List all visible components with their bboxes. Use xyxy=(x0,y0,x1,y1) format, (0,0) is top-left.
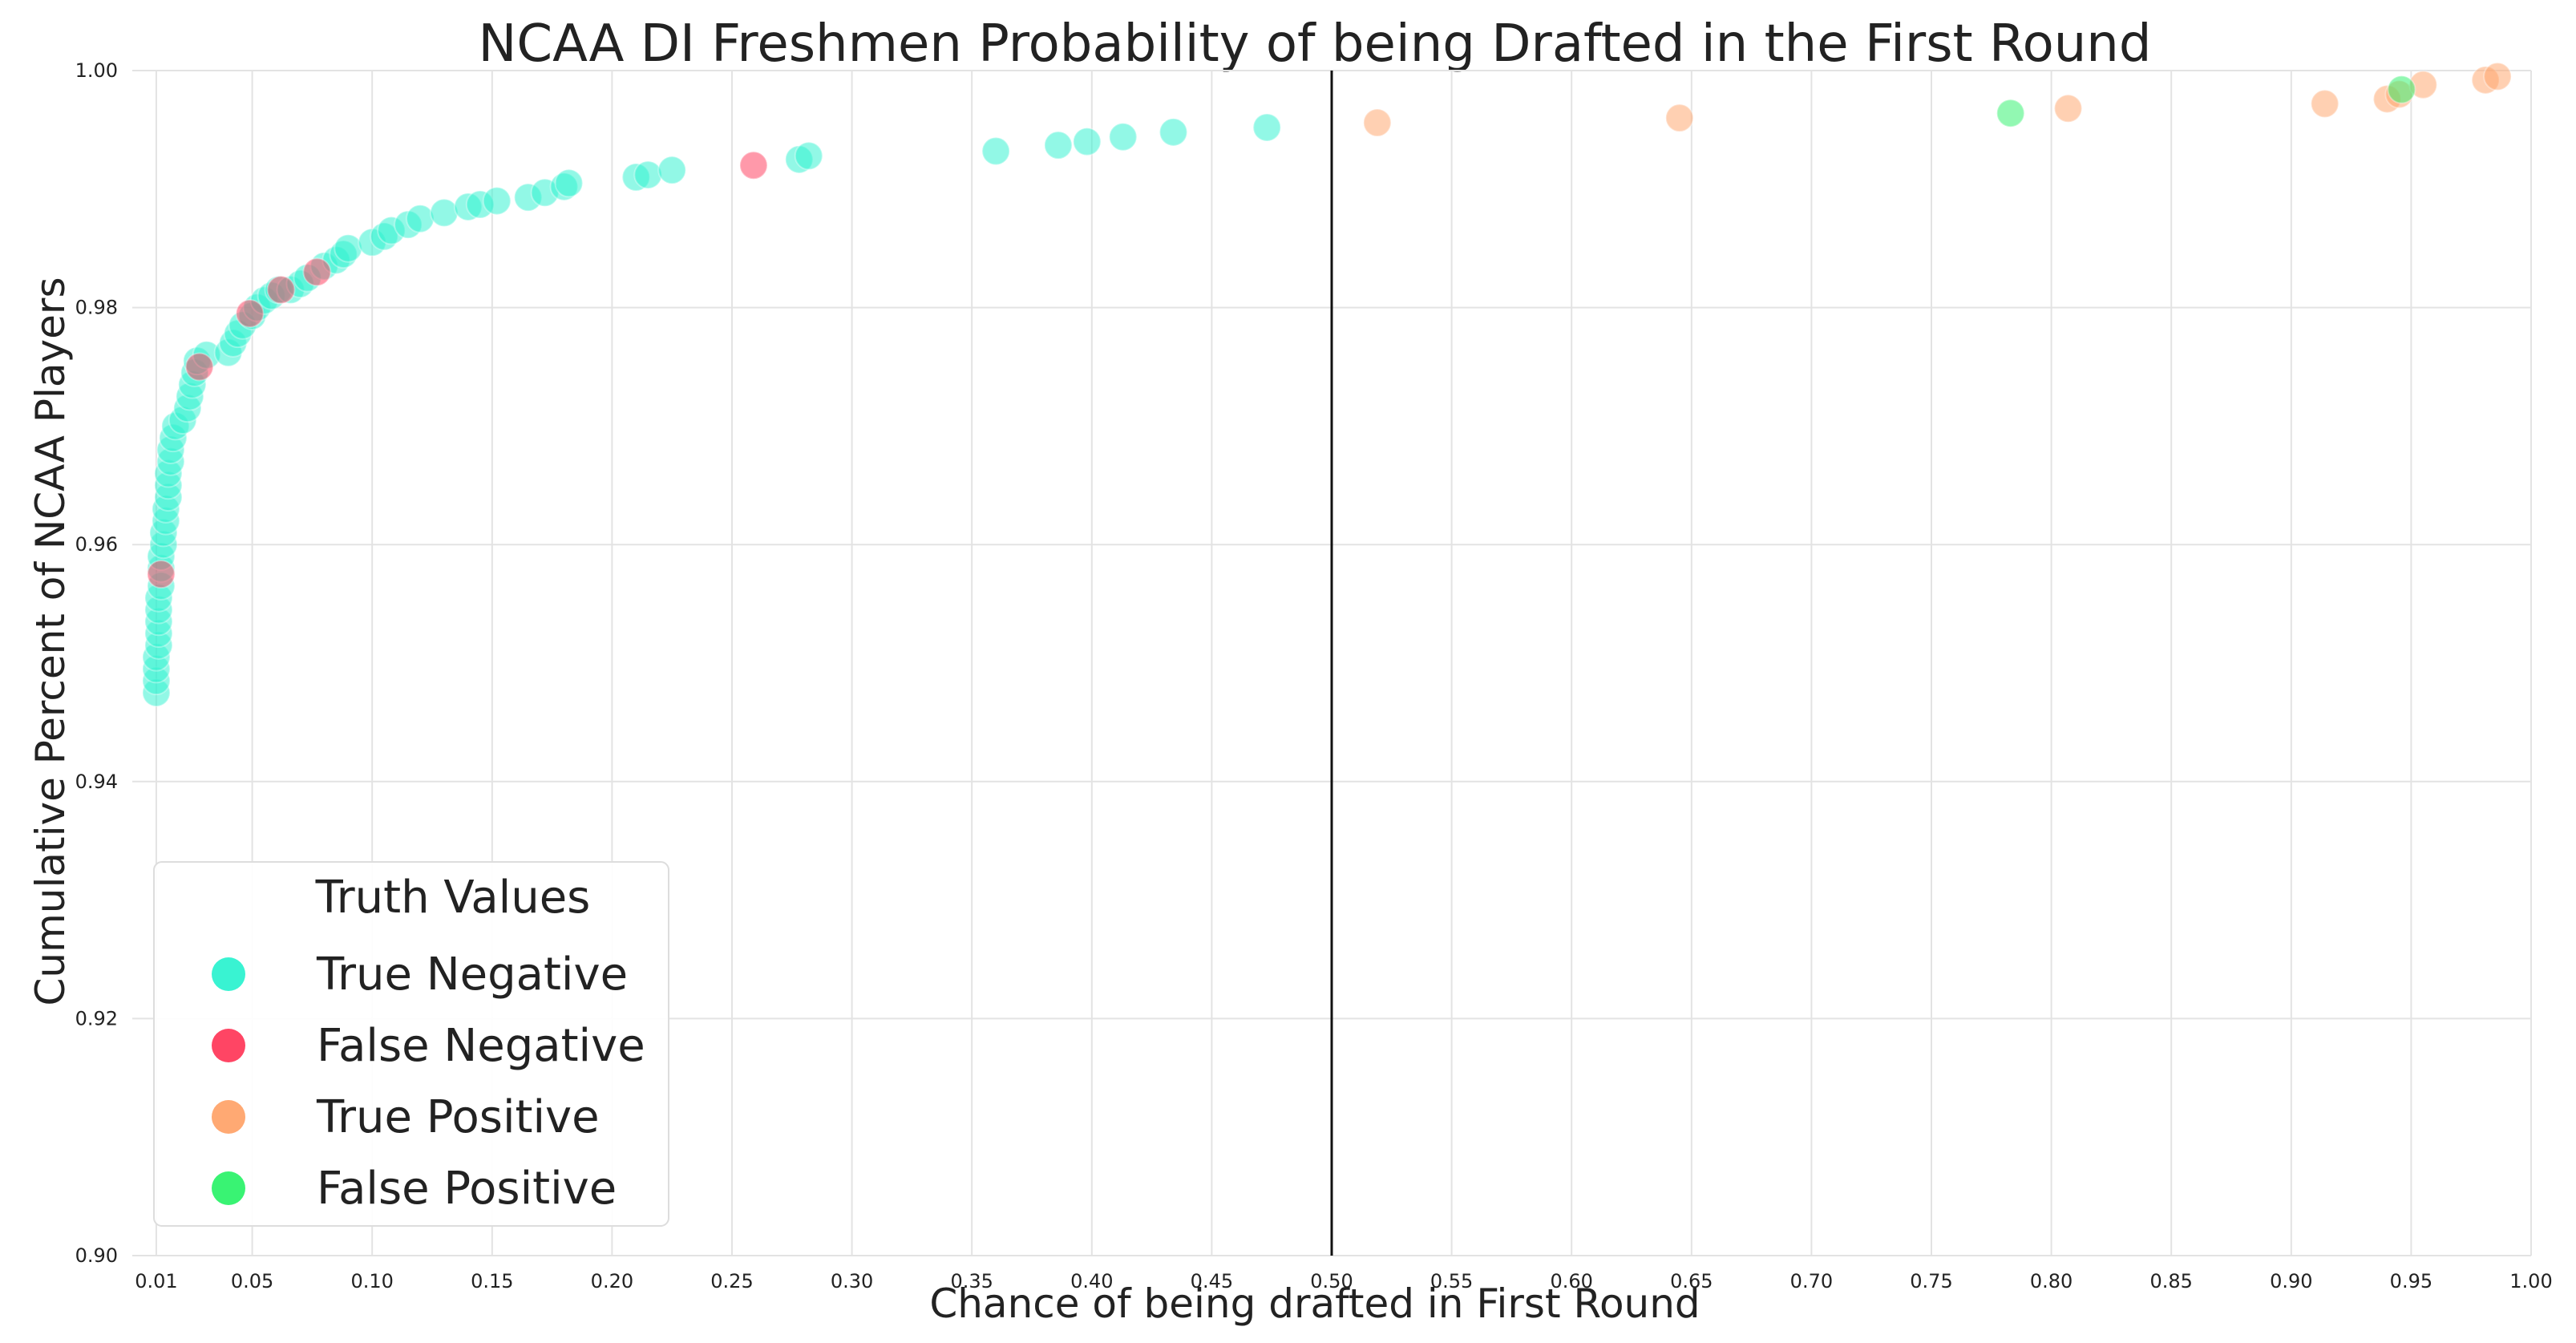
scatter-point xyxy=(2483,62,2513,91)
scatter-point xyxy=(1996,99,2025,128)
x-tick-label: 0.25 xyxy=(710,1270,753,1292)
x-tick-label: 0.05 xyxy=(231,1270,273,1292)
x-tick-label: 0.20 xyxy=(591,1270,633,1292)
scatter-point xyxy=(2310,89,2339,119)
legend-marker xyxy=(212,957,245,991)
y-tick-label: 0.98 xyxy=(75,297,118,319)
x-axis-label: Chance of being drafted in First Round xyxy=(929,1280,1700,1327)
chart-title: NCAA DI Freshmen Probability of being Dr… xyxy=(479,14,2152,74)
legend-box xyxy=(153,861,669,1227)
legend-label: True Negative xyxy=(316,949,628,1001)
x-tick-label: 0.55 xyxy=(1430,1270,1473,1292)
scatter-point xyxy=(2387,75,2416,104)
x-tick-label: 0.01 xyxy=(135,1270,177,1292)
legend-marker xyxy=(212,1171,245,1205)
scatter-point xyxy=(266,275,296,305)
x-tick-label: 0.80 xyxy=(2030,1270,2073,1292)
x-tick-label: 0.15 xyxy=(471,1270,513,1292)
scatter-point xyxy=(633,160,663,190)
scatter-point xyxy=(554,168,584,198)
y-tick-label: 0.94 xyxy=(75,771,118,793)
x-tick-label: 0.90 xyxy=(2270,1270,2312,1292)
legend-items: True Negative False Negative True Positive… xyxy=(212,949,645,1215)
legend-marker xyxy=(212,1029,245,1062)
legend-label: True Positive xyxy=(316,1091,600,1143)
scatter-point xyxy=(334,233,363,263)
x-tick-label: 1.00 xyxy=(2509,1270,2552,1292)
x-axis-ticks: 0.01 0.05 0.10 0.15 0.20 0.25 0.30 0.35 0.40 0.45… xyxy=(135,1270,2553,1292)
x-tick-label: 0.85 xyxy=(2149,1270,2192,1292)
scatter-point xyxy=(657,156,687,185)
scatter-point xyxy=(1072,127,1102,156)
scatter-point xyxy=(1252,112,1282,142)
data-points xyxy=(141,62,2513,707)
scatter-point xyxy=(235,298,265,328)
y-tick-label: 0.92 xyxy=(75,1007,118,1029)
scatter-point xyxy=(406,204,435,233)
scatter-point xyxy=(1043,131,1073,160)
y-tick-label: 0.90 xyxy=(75,1244,118,1267)
legend-label: False Negative xyxy=(317,1020,645,1072)
scatter-point xyxy=(1159,117,1188,147)
scatter-point xyxy=(2053,94,2083,123)
x-tick-label: 0.75 xyxy=(1910,1270,1952,1292)
legend-marker xyxy=(212,1100,245,1134)
x-tick-label: 0.40 xyxy=(1070,1270,1113,1292)
scatter-point xyxy=(1362,108,1392,138)
x-tick-label: 0.65 xyxy=(1670,1270,1713,1292)
scatter-point xyxy=(482,186,512,216)
scatter-point xyxy=(1664,103,1694,133)
scatter-point xyxy=(302,257,332,287)
y-tick-label: 0.96 xyxy=(75,533,118,556)
y-tick-label: 1.00 xyxy=(75,59,118,82)
x-tick-label: 0.50 xyxy=(1310,1270,1353,1292)
x-tick-label: 0.70 xyxy=(1790,1270,1833,1292)
y-axis-ticks: 0.90 0.92 0.94 0.96 0.98 1.00 xyxy=(75,59,118,1267)
scatter-point xyxy=(429,198,459,228)
x-tick-label: 0.10 xyxy=(350,1270,393,1292)
x-tick-label: 0.60 xyxy=(1550,1270,1592,1292)
legend-title: Truth Values xyxy=(315,872,591,924)
y-axis-label: Cumulative Percent of NCAA Players xyxy=(27,277,74,1005)
scatter-point xyxy=(184,352,214,382)
scatter-point xyxy=(146,560,176,589)
scatter-point xyxy=(1108,122,1138,152)
x-tick-label: 0.35 xyxy=(950,1270,993,1292)
legend-label: False Positive xyxy=(317,1163,617,1215)
scatter-point xyxy=(981,136,1011,166)
x-tick-label: 0.45 xyxy=(1191,1270,1233,1292)
scatter-point xyxy=(794,141,823,171)
x-tick-label: 0.30 xyxy=(831,1270,873,1292)
x-tick-label: 0.95 xyxy=(2390,1270,2432,1292)
scatter-point xyxy=(738,151,768,180)
legend: Truth Values True Negative False Negative… xyxy=(153,861,669,1227)
